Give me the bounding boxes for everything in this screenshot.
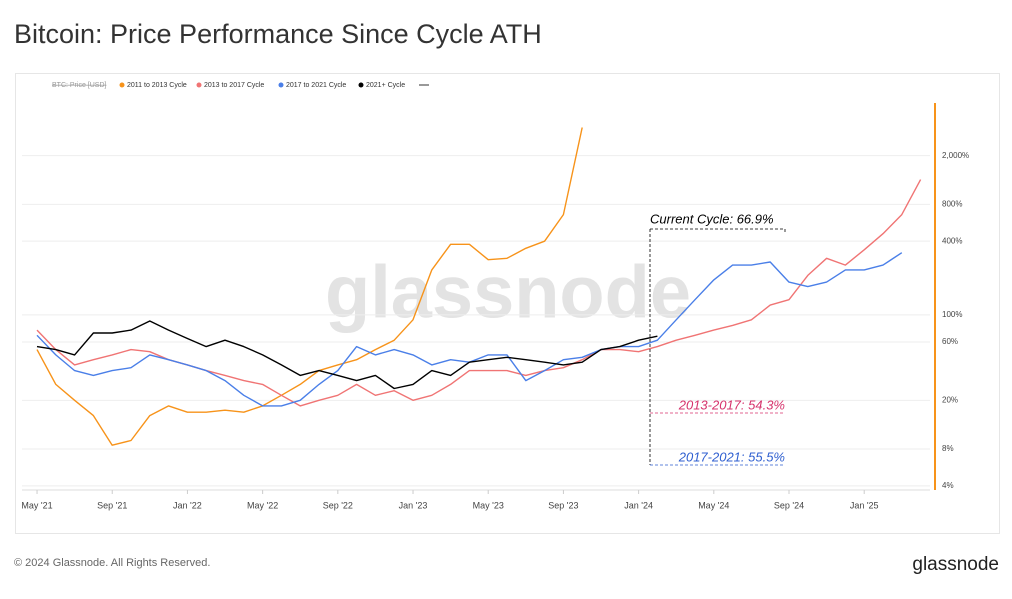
legend-hidden: BTC: Price [USD] bbox=[52, 82, 107, 89]
legend-swatch bbox=[358, 82, 364, 88]
y-tick-label: 2,000% bbox=[942, 151, 969, 160]
x-tick-label: Sep '24 bbox=[774, 500, 804, 510]
chart-frame bbox=[15, 73, 1000, 534]
legend: BTC: Price [USD] 2011 to 2013 Cycle 2013 t… bbox=[52, 82, 429, 89]
legend-label: 2017 to 2021 Cycle bbox=[286, 82, 346, 89]
x-tick-label: May '22 bbox=[247, 500, 278, 510]
x-tick-label: Jan '23 bbox=[399, 500, 428, 510]
x-tick-label: May '24 bbox=[698, 500, 729, 510]
y-tick-label: 60% bbox=[942, 337, 958, 346]
watermark: glassnode bbox=[325, 251, 691, 334]
legend-swatch bbox=[119, 82, 125, 88]
x-tick-label: Sep '22 bbox=[323, 500, 353, 510]
legend-swatch bbox=[278, 82, 284, 88]
y-tick-label: 20% bbox=[942, 395, 958, 404]
x-tick-label: Sep '21 bbox=[97, 500, 127, 510]
x-tick-label: May '23 bbox=[473, 500, 504, 510]
footer: © 2024 Glassnode. All Rights Reserved. bbox=[14, 557, 210, 569]
brand-logo: glassnode bbox=[912, 554, 999, 575]
chart-title: Bitcoin: Price Performance Since Cycle A… bbox=[14, 19, 542, 49]
annotation-text: Current Cycle: 66.9% bbox=[650, 211, 774, 226]
x-tick-label: Jan '25 bbox=[850, 500, 879, 510]
x-tick-label: Sep '23 bbox=[548, 500, 578, 510]
legend-label: 2013 to 2017 Cycle bbox=[204, 82, 264, 89]
x-tick-label: May '21 bbox=[21, 500, 52, 510]
y-tick-label: 800% bbox=[942, 199, 962, 208]
legend-label: 2011 to 2013 Cycle bbox=[127, 82, 187, 89]
legend-label: 2021+ Cycle bbox=[366, 82, 405, 89]
x-tick-label: Jan '22 bbox=[173, 500, 202, 510]
series-line bbox=[36, 320, 658, 390]
y-tick-label: 8% bbox=[942, 444, 954, 453]
y-tick-label: 100% bbox=[942, 310, 962, 319]
annotation-text: 2017-2021: 55.5% bbox=[678, 449, 785, 464]
x-tick-label: Jan '24 bbox=[624, 500, 653, 510]
y-tick-label: 400% bbox=[942, 236, 962, 245]
legend-swatch bbox=[196, 82, 202, 88]
annotation-text: 2013-2017: 54.3% bbox=[678, 397, 785, 412]
series-line bbox=[36, 127, 583, 446]
y-tick-label: 4% bbox=[942, 481, 954, 490]
plot: 4% 8% 20% 60% 100% 400% 800% 2,000% May '21 Sep '… bbox=[21, 127, 969, 510]
